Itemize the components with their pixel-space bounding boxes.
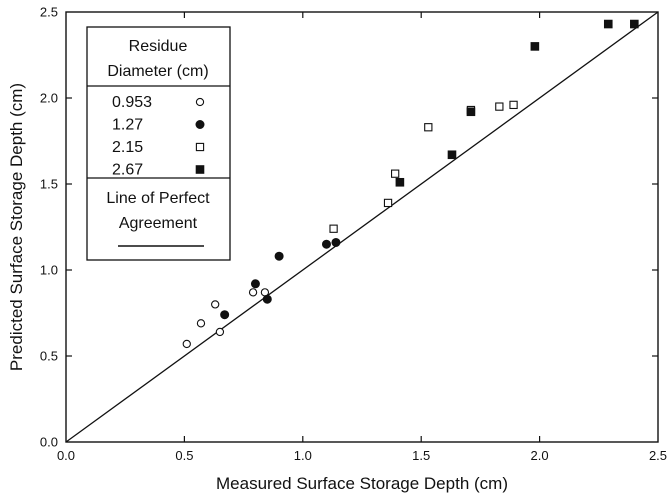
data-point-filled-circle	[262, 294, 272, 304]
data-point-open-circle	[211, 300, 220, 309]
data-point-filled-square	[530, 42, 540, 51]
data-point-filled-circle	[274, 251, 284, 261]
data-point-open-square	[391, 169, 400, 178]
y-tick-label: 1.5	[40, 177, 58, 192]
data-point-filled-square	[603, 19, 613, 29]
x-tick-label: 0.5	[175, 448, 193, 463]
plot-frame	[65, 11, 659, 443]
data-point-filled-square	[447, 150, 457, 160]
x-tick-label: 1.0	[294, 448, 312, 463]
legend-entry-label: 2.15	[112, 139, 143, 156]
y-tick-label: 2.0	[40, 91, 58, 106]
data-point-filled-circle	[250, 279, 260, 289]
data-point-open-circle	[248, 288, 258, 297]
data-point-filled-circle	[331, 237, 341, 247]
legend: Residue Diameter (cm) 0.9531.272.152.67 …	[86, 26, 231, 261]
y-tick-label: 0.5	[40, 349, 58, 364]
x-tick-label: 2.0	[531, 448, 549, 463]
data-point-filled-circle	[220, 310, 230, 320]
data-point-filled-circle	[321, 239, 331, 249]
legend-box	[86, 26, 231, 261]
legend-entries: 0.953 1.27 2.15 2.67	[112, 94, 205, 179]
y-tick-label: 2.5	[40, 5, 58, 20]
x-axis-label: Measured Surface Storage Depth (cm)	[216, 474, 508, 493]
data-point-open-square	[495, 102, 504, 111]
legend-entry-label: 2.67	[112, 162, 143, 179]
line-label-line1: Line of Perfect	[106, 190, 210, 207]
data-point-filled-square	[395, 177, 405, 187]
legend-title-line1: Residue	[129, 38, 188, 55]
legend-entry-label: 0.953	[112, 94, 152, 111]
x-tick-label: 1.5	[412, 448, 430, 463]
data-point-open-circle	[215, 327, 225, 337]
y-tick-label: 1.0	[40, 263, 58, 278]
y-axis-label: Predicted Surface Storage Depth (cm)	[7, 83, 26, 371]
data-point-open-square	[383, 198, 393, 208]
legend-marker-open-circle	[195, 97, 205, 107]
legend-entry-label: 1.27	[112, 117, 143, 134]
legend-marker-open-square	[195, 142, 205, 152]
data-point-filled-square	[466, 107, 476, 117]
data-point-open-square	[509, 100, 518, 110]
x-tick-label: 2.5	[649, 448, 667, 463]
data-point-open-square	[424, 123, 433, 132]
legend-title-line2: Diameter (cm)	[107, 63, 208, 80]
perfect-agreement-line	[65, 11, 659, 443]
x-tick-label: 0.0	[57, 448, 75, 463]
axis-ticks: 0.0 0.5 1.0 1.5 2.0 2.5 0.0 0.5 1.0 1.5 2.0 2.5	[40, 5, 667, 464]
data-point-filled-square	[630, 19, 639, 29]
y-tick-label: 0.0	[40, 435, 58, 450]
data-points	[182, 19, 639, 349]
data-point-open-circle	[182, 339, 191, 349]
legend-marker-filled-square	[195, 165, 205, 174]
line-label-line2: Agreement	[119, 215, 198, 232]
data-point-open-square	[329, 224, 338, 233]
legend-marker-filled-circle	[195, 120, 205, 129]
data-point-open-circle	[196, 319, 206, 328]
